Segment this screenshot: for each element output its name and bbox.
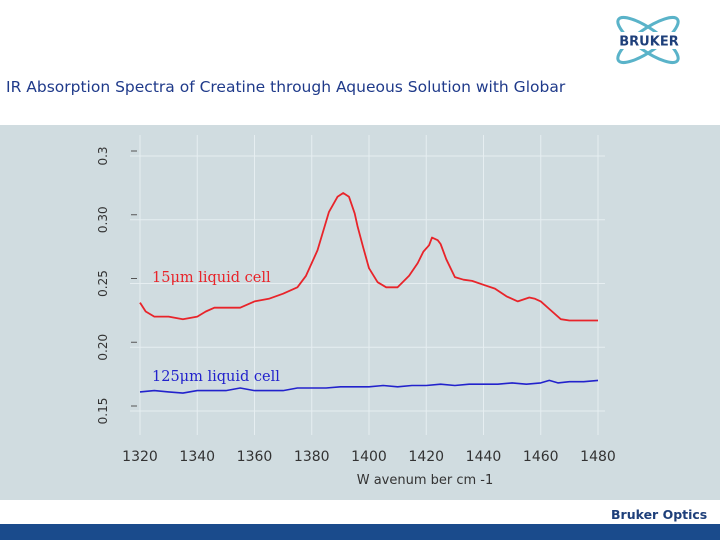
y-tick-label-0: 0.15 bbox=[96, 398, 110, 425]
spectrum-chart: 1320 1340 1360 1380 1400 1420 1440 1460 1480 0.1… bbox=[96, 135, 616, 488]
footer-brand: Bruker Optics bbox=[611, 507, 708, 522]
series-lines bbox=[139, 192, 599, 394]
y-tick-label-1: 0.20 bbox=[96, 334, 110, 361]
chart-panel: 1320 1340 1360 1380 1400 1420 1440 1460 1480 0.1… bbox=[0, 125, 720, 500]
slide-title: IR Absorption Spectra of Creatine throug… bbox=[6, 78, 566, 96]
x-tick-label-3: 1380 bbox=[294, 449, 330, 465]
series-line-1 bbox=[139, 379, 599, 394]
y-tick-label-3: 0.30 bbox=[96, 206, 110, 233]
y-tick-label-2: 0.25 bbox=[96, 270, 110, 297]
bruker-logo-text: BRUKER bbox=[619, 35, 678, 50]
x-tick-label-4: 1400 bbox=[351, 449, 387, 465]
x-tick-label-2: 1360 bbox=[237, 449, 273, 465]
annotation-125um: 125μm liquid cell bbox=[152, 369, 280, 385]
x-axis-ticks: 1320 1340 1360 1380 1400 1420 1440 1460 1480 bbox=[122, 449, 616, 465]
x-tick-label-1: 1340 bbox=[179, 449, 215, 465]
y-axis-ticks: 0.15 0.20 0.25 0.30 0.3 bbox=[96, 146, 137, 424]
x-tick-label-7: 1460 bbox=[523, 449, 559, 465]
x-tick-label-5: 1420 bbox=[408, 449, 444, 465]
bruker-logo: BRUKER bbox=[612, 15, 686, 65]
annotation-15um: 15μm liquid cell bbox=[152, 270, 271, 286]
x-tick-label-0: 1320 bbox=[122, 449, 158, 465]
y-tick-label-4: 0.3 bbox=[96, 146, 110, 165]
footer-bar bbox=[0, 524, 720, 540]
series-line-0 bbox=[139, 192, 598, 322]
x-axis-label: W avenum ber cm -1 bbox=[357, 473, 494, 488]
x-tick-label-8: 1480 bbox=[580, 449, 616, 465]
x-tick-label-6: 1440 bbox=[466, 449, 502, 465]
